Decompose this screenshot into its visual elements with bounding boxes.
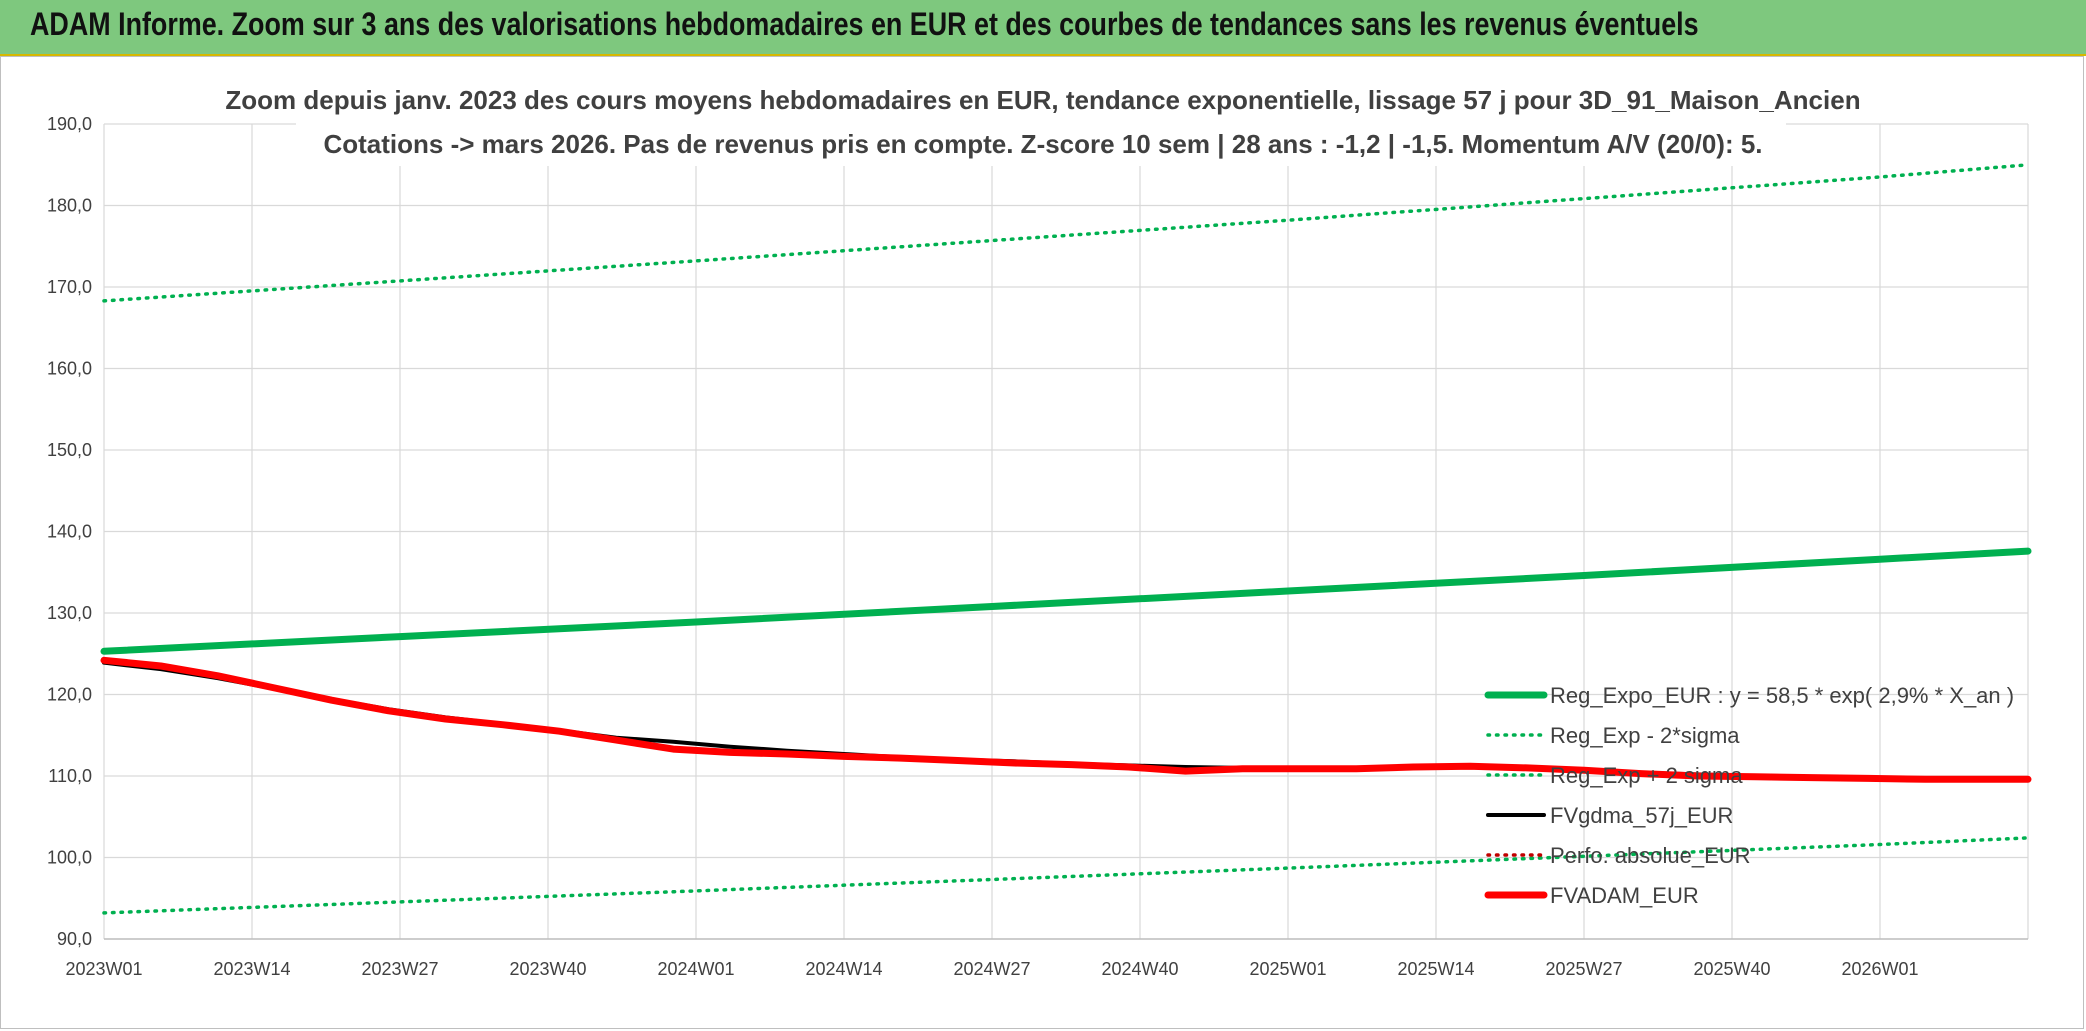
series-line-reg-expo-eur-y-58-5-exp-2-9-x-an	[100, 547, 2032, 655]
report-header: ADAM Informe. Zoom sur 3 ans des valoris…	[0, 0, 2086, 56]
y-tick-label: 150,0	[47, 440, 92, 460]
x-tick-label: 2025W40	[1693, 959, 1770, 979]
x-tick-label: 2025W27	[1545, 959, 1622, 979]
y-tick-label: 180,0	[47, 196, 92, 216]
legend-label: FVADAM_EUR	[1550, 883, 1699, 908]
x-tick-label: 2026W01	[1841, 959, 1918, 979]
grid	[103, 123, 2029, 940]
axis-ticks: 90,0 100,0 110,0 120,0 130,0 140,0 150,0 160,0 1…	[47, 114, 1919, 979]
series-line-reg-exp-2-sigma	[102, 163, 2030, 303]
x-tick-label: 2023W14	[213, 959, 290, 979]
x-tick-label: 2023W40	[509, 959, 586, 979]
y-tick-label: 140,0	[47, 522, 92, 542]
x-tick-label: 2024W27	[953, 959, 1030, 979]
y-tick-label: 120,0	[47, 685, 92, 705]
legend-label: Reg_Exp + 2 sigma	[1550, 763, 1743, 788]
series-line-fvadam-eur	[100, 656, 2032, 783]
y-tick-label: 170,0	[47, 277, 92, 297]
x-tick-label: 2023W27	[361, 959, 438, 979]
chart-frame	[0, 56, 2084, 1029]
x-tick-label: 2025W01	[1249, 959, 1326, 979]
x-tick-label: 2024W01	[657, 959, 734, 979]
x-tick-label: 2024W14	[805, 959, 882, 979]
series-layer	[100, 163, 2032, 915]
chart-title-line2: Cotations -> mars 2026. Pas de revenus p…	[323, 129, 1762, 159]
y-tick-label: 160,0	[47, 359, 92, 379]
report-title: ADAM Informe. Zoom sur 3 ans des valoris…	[30, 6, 1699, 42]
legend-label: FVgdma_57j_EUR	[1550, 803, 1733, 828]
subtitle-background	[296, 80, 1786, 166]
x-tick-label: 2025W14	[1397, 959, 1474, 979]
legend-label: Perfo. absolue_EUR	[1550, 843, 1751, 868]
x-tick-label: 2024W40	[1101, 959, 1178, 979]
y-tick-label: 110,0	[48, 766, 92, 786]
series-line-reg-exp-2-sigma	[102, 836, 2030, 915]
legend-label: Reg_Exp - 2*sigma	[1550, 723, 1740, 748]
y-tick-label: 100,0	[47, 848, 92, 868]
legend: Reg_Expo_EUR : y = 58,5 * exp( 2,9% * X_…	[1484, 683, 2014, 908]
y-tick-label: 130,0	[47, 603, 92, 623]
y-tick-label: 190,0	[47, 114, 92, 134]
y-tick-label: 90,0	[57, 929, 92, 949]
chart-title-line1: Zoom depuis janv. 2023 des cours moyens …	[225, 85, 1860, 115]
x-tick-label: 2023W01	[65, 959, 142, 979]
legend-label: Reg_Expo_EUR : y = 58,5 * exp( 2,9% * X_…	[1550, 683, 2014, 708]
